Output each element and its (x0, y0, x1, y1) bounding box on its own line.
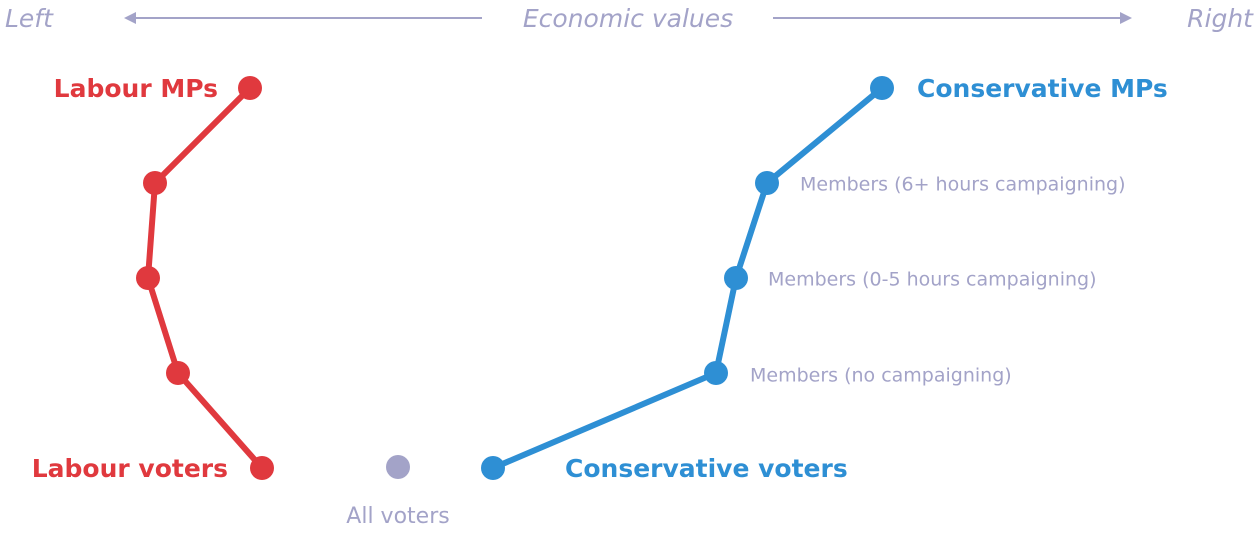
label: Members (no campaigning) (750, 365, 1012, 387)
point (870, 76, 894, 100)
label: Conservative voters (565, 454, 848, 483)
point (704, 361, 728, 385)
label: Members (6+ hours campaigning) (800, 174, 1126, 196)
point (166, 361, 190, 385)
point (238, 76, 262, 100)
all-voters-point (386, 455, 410, 479)
label: Labour voters (32, 454, 228, 483)
point (481, 456, 505, 480)
axis-right-label: Right (1187, 4, 1254, 33)
point (724, 266, 748, 290)
labour-points (136, 76, 274, 480)
point (136, 266, 160, 290)
conservative-points (481, 76, 894, 480)
point (755, 171, 779, 195)
axis-title: Economic values (523, 4, 733, 33)
axis-left-label: Left (5, 4, 54, 33)
point (143, 171, 167, 195)
label: All voters (346, 504, 449, 529)
label: Members (0-5 hours campaigning) (768, 269, 1097, 291)
labour-line (145, 85, 265, 470)
label: Conservative MPs (917, 74, 1168, 103)
point (250, 456, 274, 480)
label: Labour MPs (54, 74, 218, 103)
